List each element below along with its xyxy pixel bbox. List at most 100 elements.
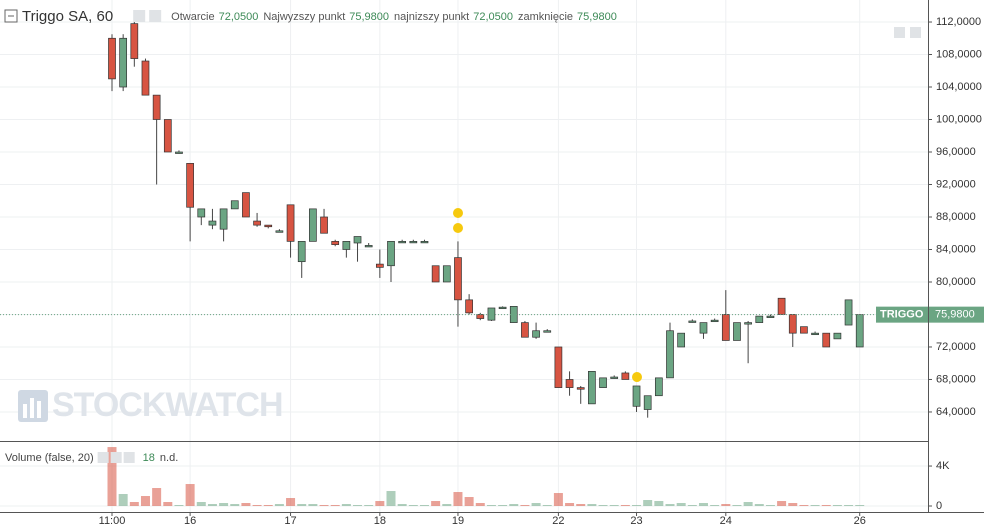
- volume-bar: [509, 504, 519, 506]
- volume-bar: [252, 505, 262, 506]
- volume-bar: [620, 505, 630, 506]
- last-price-value-bg: [929, 306, 984, 323]
- x-tick-label: 26: [854, 515, 866, 527]
- volume-bar: [486, 505, 496, 506]
- candle-body: [119, 37, 128, 88]
- candle-body: [375, 263, 384, 268]
- candle-body: [532, 330, 540, 338]
- y-tick-label: 72,0000: [936, 341, 976, 353]
- volume-bar: [654, 501, 664, 506]
- volume-bar: [419, 505, 429, 506]
- volume-button[interactable]: [123, 452, 135, 463]
- candle-body: [833, 332, 842, 340]
- x-tick-label: 22: [552, 515, 564, 527]
- event-marker[interactable]: [453, 223, 463, 233]
- watermark-text: STOCKWATCH: [52, 386, 283, 424]
- volume-bar: [698, 503, 708, 506]
- volume-bar: [542, 505, 552, 506]
- volume-bar: [609, 505, 619, 506]
- header: Triggo SA, 60 Otwarcie 72,0500 Najwyzszy p…: [4, 8, 617, 25]
- legend-value: 75,9800: [349, 11, 389, 23]
- candle-body: [387, 241, 395, 267]
- volume-header: Volume (false, 20) 18 n.d.: [5, 452, 178, 464]
- x-tick-label: 16: [184, 515, 196, 527]
- candle-body: [554, 346, 563, 388]
- volume-button[interactable]: [110, 452, 122, 463]
- y-tick-label: 96,0000: [936, 146, 976, 158]
- last-price-tag-bg: [876, 306, 928, 323]
- settings-button[interactable]: [133, 10, 146, 22]
- candle-body: [286, 204, 295, 242]
- volume-button[interactable]: [97, 452, 109, 463]
- volume-bar: [799, 505, 809, 506]
- volume-bar: [498, 505, 508, 506]
- candle-body: [733, 322, 741, 341]
- candle-body: [253, 220, 261, 226]
- watermark-icon-bar: [37, 401, 41, 418]
- last-price-name: TRIGGO: [880, 309, 924, 321]
- candle-body: [465, 299, 473, 314]
- volume-bar: [821, 505, 831, 506]
- event-marker[interactable]: [632, 372, 642, 382]
- legend-label: najnizszy punkt: [394, 11, 469, 23]
- volume-title: Volume (false, 20): [5, 452, 94, 464]
- volume-bar: [754, 504, 764, 506]
- volume-bar: [386, 491, 396, 506]
- y-tick-label: 100,0000: [936, 113, 982, 125]
- volume-bar: [274, 504, 284, 506]
- volume-bar: [107, 447, 117, 506]
- volume-bar: [118, 494, 128, 506]
- candle-body: [822, 332, 831, 348]
- x-tick-label: 24: [720, 515, 732, 527]
- candle-body: [844, 299, 853, 326]
- pane-button[interactable]: [910, 27, 921, 38]
- candle-body: [141, 60, 150, 96]
- candle-body: [710, 319, 719, 323]
- volume-bar: [587, 504, 597, 506]
- volume-bar: [643, 500, 653, 506]
- volume-bar: [364, 505, 374, 506]
- y-tick-label: 80,0000: [936, 276, 976, 288]
- candle-body: [398, 241, 407, 244]
- y-tick-label: 0: [936, 500, 942, 512]
- y-tick-label: 64,0000: [936, 406, 976, 418]
- volume-bar: [185, 484, 195, 506]
- volume-bar: [442, 504, 452, 506]
- candle-body: [811, 332, 819, 336]
- candle-body: [208, 220, 217, 226]
- x-tick-label: 11:00: [99, 515, 126, 527]
- y-tick-label: 104,0000: [936, 81, 982, 93]
- volume-bar: [174, 505, 184, 506]
- candle-body: [420, 241, 429, 244]
- candle-body: [744, 322, 752, 325]
- volume-bar: [810, 505, 820, 506]
- volume-bar: [207, 504, 217, 506]
- candle-body: [175, 151, 183, 154]
- candle-body: [621, 372, 630, 380]
- candle-body: [855, 314, 864, 348]
- legend-value: 72,0500: [219, 11, 259, 23]
- volume-bar: [152, 488, 162, 506]
- collapse-button[interactable]: [4, 9, 18, 23]
- event-marker[interactable]: [453, 208, 463, 218]
- volume-bar: [565, 503, 575, 506]
- settings-button[interactable]: [149, 10, 162, 22]
- x-tick-label: 19: [452, 515, 464, 527]
- pane-button[interactable]: [894, 27, 905, 38]
- volume-bar: [721, 504, 731, 506]
- volume-bar: [676, 503, 686, 506]
- watermark: STOCKWATCH: [18, 386, 284, 424]
- grid: [0, 0, 928, 512]
- volume-bar: [408, 505, 418, 506]
- candle-body: [364, 245, 373, 248]
- candle-body: [588, 371, 596, 405]
- candle-body: [163, 119, 172, 153]
- candle-body: [130, 23, 139, 59]
- candle-body: [766, 315, 775, 318]
- candle-body: [431, 265, 440, 283]
- volume-bar: [241, 503, 251, 506]
- candle-body: [654, 377, 663, 397]
- volume-bar: [308, 504, 318, 506]
